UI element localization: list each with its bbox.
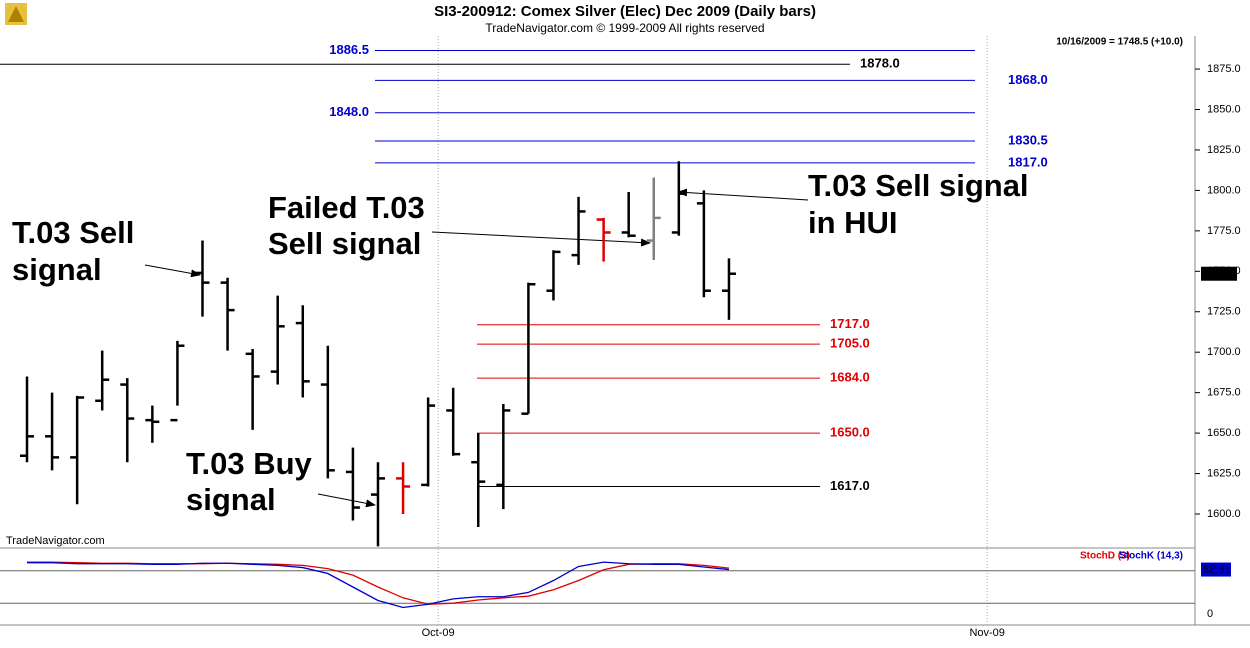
y-tick-label: 1625.0: [1207, 467, 1241, 479]
annotation: T.03 Sell signal: [808, 168, 1029, 203]
y-tick-label: 1800.0: [1207, 184, 1241, 196]
level-label: 1705.0: [830, 336, 870, 351]
level-label: 1817.0: [1008, 154, 1048, 169]
level-label: 1848.0: [329, 104, 369, 119]
chart-title: SI3-200912: Comex Silver (Elec) Dec 2009…: [434, 3, 816, 20]
logo: [5, 3, 27, 25]
last-value-box: [1201, 562, 1231, 577]
y-tick-label: 0: [1207, 608, 1213, 620]
annotation: Sell signal: [268, 226, 421, 261]
level-label: 1650.0: [830, 425, 870, 440]
x-tick-label: Oct-09: [422, 627, 455, 639]
y-tick-label: 1725.0: [1207, 306, 1241, 318]
level-label: 1717.0: [830, 316, 870, 331]
last-info: 10/16/2009 = 1748.5 (+10.0): [1056, 37, 1183, 48]
last-value-label: 82.31: [1203, 563, 1231, 575]
watermark: TradeNavigator.com: [6, 535, 105, 547]
y-tick-label: 1825.0: [1207, 144, 1241, 156]
last-price-label: 1748.5: [1204, 268, 1238, 280]
legend-entry: StochD (3): [1080, 551, 1130, 562]
y-tick-label: 1600.0: [1207, 508, 1241, 520]
y-tick-label: 1700.0: [1207, 346, 1241, 358]
arrows: [144, 188, 809, 508]
legend-entry: StochK (14,3): [1119, 551, 1183, 562]
stoch-line: [27, 561, 730, 609]
level-label: 1617.0: [830, 478, 870, 493]
level-label: 1886.5: [329, 42, 369, 57]
x-tick-label: Nov-09: [969, 627, 1004, 639]
annotation: signal: [186, 482, 276, 517]
annotation: T.03 Buy: [186, 446, 313, 481]
y-tick-label: 1650.0: [1207, 427, 1241, 439]
level-label: 1868.0: [1008, 72, 1048, 87]
y-tick-label: 1875.0: [1207, 63, 1241, 75]
y-tick-label: 1675.0: [1207, 387, 1241, 399]
level-label: 1878.0: [860, 56, 900, 71]
annotation: in HUI: [808, 205, 898, 240]
annotation: signal: [12, 252, 102, 287]
y-tick-label: 1850.0: [1207, 103, 1241, 115]
annotation: Failed T.03: [268, 190, 425, 225]
chart-subtitle: TradeNavigator.com © 1999-2009 All right…: [485, 21, 764, 35]
annotation: T.03 Sell: [12, 215, 134, 250]
last-price-box: [1201, 266, 1237, 281]
level-label: 1830.5: [1008, 132, 1048, 147]
level-label: 1684.0: [830, 370, 870, 385]
y-tick-label: 1775.0: [1207, 225, 1241, 237]
